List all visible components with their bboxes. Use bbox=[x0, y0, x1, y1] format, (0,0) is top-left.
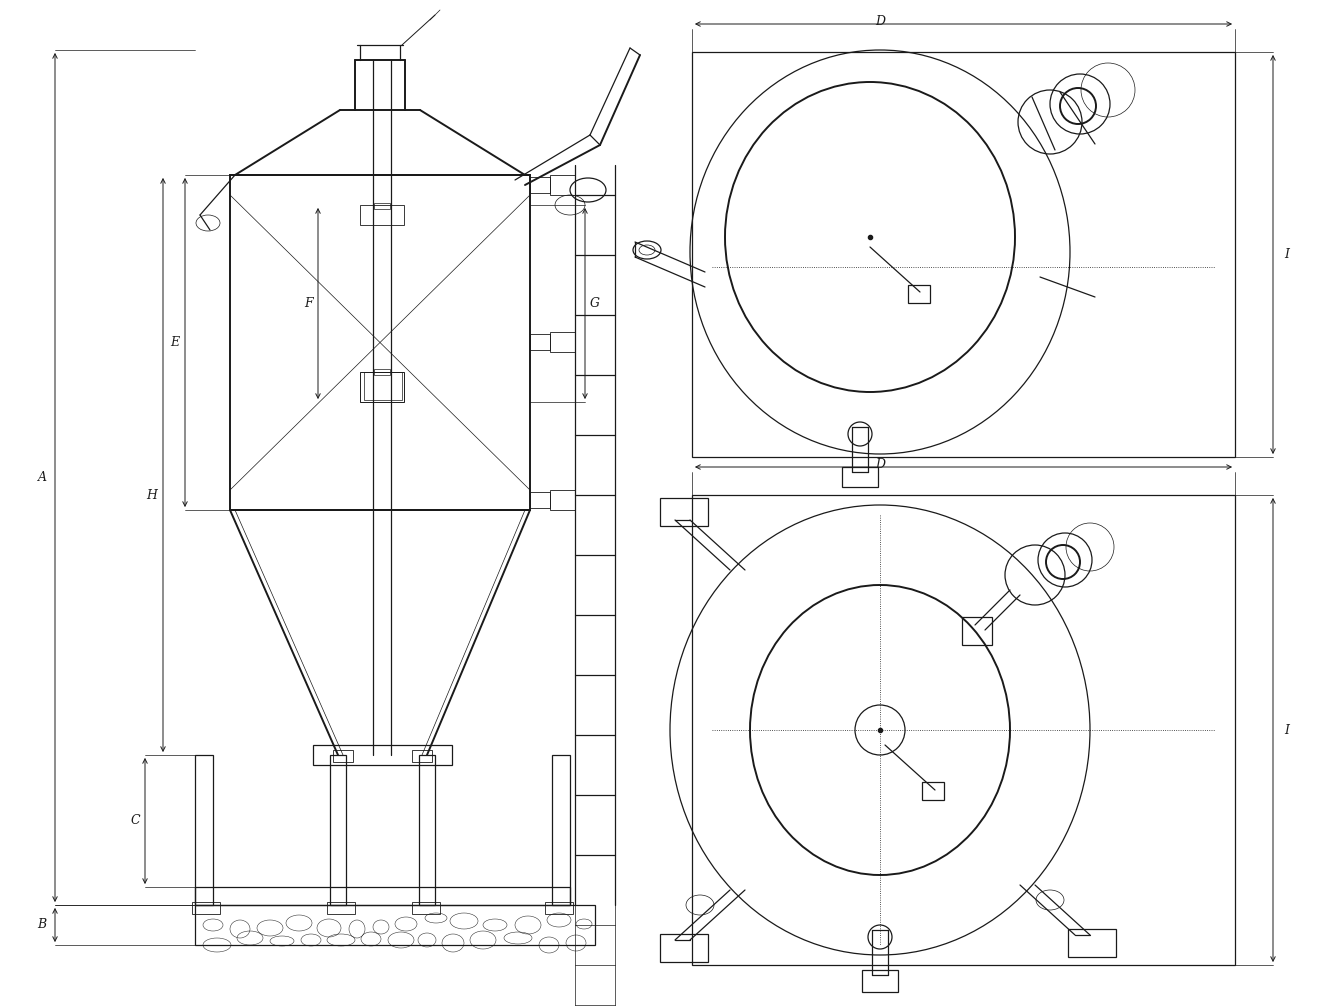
Text: E: E bbox=[171, 335, 180, 348]
Text: A: A bbox=[37, 471, 47, 484]
Bar bbox=[360, 205, 405, 225]
Bar bbox=[413, 902, 441, 914]
Bar bbox=[230, 175, 530, 510]
Bar bbox=[862, 970, 898, 992]
Bar bbox=[327, 902, 355, 914]
Bar bbox=[692, 495, 1235, 965]
Bar bbox=[550, 332, 575, 352]
Bar bbox=[195, 905, 595, 945]
Bar bbox=[330, 754, 346, 905]
Bar bbox=[550, 175, 575, 195]
Bar bbox=[374, 369, 390, 375]
Bar bbox=[530, 177, 550, 193]
Bar bbox=[413, 750, 433, 762]
Bar bbox=[360, 372, 405, 402]
Bar bbox=[842, 467, 878, 487]
Text: D: D bbox=[874, 14, 885, 27]
Bar bbox=[922, 782, 944, 800]
Bar bbox=[332, 750, 352, 762]
Bar bbox=[963, 617, 992, 645]
Text: B: B bbox=[37, 918, 47, 932]
Bar bbox=[659, 934, 708, 962]
Bar bbox=[551, 754, 570, 905]
Bar bbox=[1068, 929, 1116, 957]
Bar bbox=[374, 203, 390, 209]
Text: C: C bbox=[131, 815, 140, 828]
Bar bbox=[312, 745, 453, 765]
Bar bbox=[195, 887, 570, 905]
Text: I: I bbox=[1284, 247, 1290, 261]
Bar bbox=[192, 902, 220, 914]
Bar bbox=[692, 52, 1235, 457]
Bar bbox=[530, 492, 550, 508]
Text: D: D bbox=[874, 458, 885, 471]
Bar bbox=[545, 902, 573, 914]
Bar bbox=[530, 334, 550, 350]
Text: F: F bbox=[303, 297, 312, 310]
Bar bbox=[550, 490, 575, 510]
Text: G: G bbox=[590, 297, 599, 310]
Bar bbox=[908, 285, 930, 303]
Bar bbox=[419, 754, 435, 905]
Bar bbox=[659, 498, 708, 526]
Bar bbox=[364, 372, 402, 400]
Bar bbox=[195, 754, 214, 905]
Text: I: I bbox=[1284, 723, 1290, 736]
Text: H: H bbox=[147, 489, 158, 502]
